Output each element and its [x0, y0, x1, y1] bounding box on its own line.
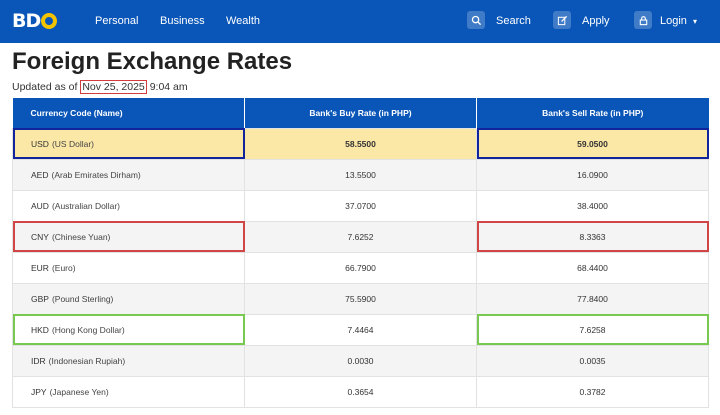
table-row: EUR (Euro) 66.7900 68.4400: [12, 251, 709, 284]
currency-name: (Chinese Yuan): [51, 231, 111, 242]
currency-code: JPY: [31, 386, 47, 397]
buy-rate-cell: 13.5500: [244, 158, 477, 191]
buy-rate-cell: 37.0700: [244, 189, 477, 222]
edit-icon[interactable]: [553, 11, 571, 29]
sell-rate-cell: 0.0035: [476, 344, 709, 377]
table-header-row: Currency Code (Name) Bank's Buy Rate (in…: [12, 98, 709, 128]
currency-cell: AED (Arab Emirates Dirham): [12, 158, 245, 191]
nav-link-business[interactable]: Business: [160, 15, 205, 27]
currency-name: (Japanese Yen): [49, 386, 109, 397]
currency-cell: HKD (Hong Kong Dollar): [12, 313, 245, 346]
buy-rate-cell: 7.4464: [244, 313, 477, 346]
currency-cell: JPY (Japanese Yen): [12, 375, 245, 408]
sell-rate-cell: 16.0900: [476, 158, 709, 191]
currency-cell: AUD (Australian Dollar): [12, 189, 245, 222]
currency-name: (Euro): [51, 262, 76, 273]
updated-prefix: Updated as of: [12, 81, 78, 93]
header-sell-rate: Bank's Sell Rate (in PHP): [476, 98, 709, 128]
currency-cell: GBP (Pound Sterling): [12, 282, 245, 315]
buy-rate-cell: 0.0030: [244, 344, 477, 377]
sell-rate-cell: 0.3782: [476, 375, 709, 408]
currency-name: (Hong Kong Dollar): [51, 324, 125, 335]
sell-rate-cell: 38.4000: [476, 189, 709, 222]
table-row: IDR (Indonesian Rupiah) 0.0030 0.0035: [12, 344, 709, 377]
top-navigation-bar: BD Personal Business Wealth Search Apply…: [0, 0, 720, 43]
sell-rate-cell: 8.3363: [476, 220, 709, 253]
currency-code: USD: [31, 138, 49, 149]
login-link[interactable]: Login ▾: [660, 14, 697, 29]
chevron-down-icon: ▾: [692, 17, 697, 26]
currency-name: (Indonesian Rupiah): [48, 355, 126, 366]
table-row: AED (Arab Emirates Dirham) 13.5500 16.090…: [12, 158, 709, 191]
apply-link[interactable]: Apply: [582, 15, 610, 27]
currency-cell: CNY (Chinese Yuan): [12, 220, 245, 253]
sell-rate-cell: 68.4400: [476, 251, 709, 284]
currency-code: CNY: [31, 231, 49, 242]
nav-link-wealth[interactable]: Wealth: [226, 15, 261, 27]
login-label: Login: [660, 15, 687, 27]
currency-code: IDR: [31, 355, 46, 366]
sell-rate-cell: 59.0500: [476, 127, 709, 160]
header-currency-code: Currency Code (Name): [12, 98, 245, 128]
currency-cell: IDR (Indonesian Rupiah): [12, 344, 245, 377]
currency-code: EUR: [31, 262, 49, 273]
lock-icon[interactable]: [634, 11, 652, 29]
logo-ring-icon: [41, 13, 58, 29]
table-row: CNY (Chinese Yuan) 7.6252 8.3363: [12, 220, 709, 253]
search-link[interactable]: Search: [496, 15, 531, 27]
currency-code: AUD: [31, 200, 49, 211]
currency-cell: USD (US Dollar): [12, 127, 245, 160]
currency-name: (Arab Emirates Dirham): [51, 169, 141, 180]
page-title: Foreign Exchange Rates: [12, 48, 293, 75]
currency-name: (US Dollar): [51, 138, 94, 149]
table-row: JPY (Japanese Yen) 0.3654 0.3782: [12, 375, 709, 408]
sell-rate-cell: 7.6258: [476, 313, 709, 346]
updated-time: 9:04 am: [149, 81, 188, 93]
nav-link-personal[interactable]: Personal: [95, 15, 139, 27]
header-buy-rate: Bank's Buy Rate (in PHP): [244, 98, 477, 128]
buy-rate-cell: 58.5500: [244, 127, 477, 160]
currency-cell: EUR (Euro): [12, 251, 245, 284]
search-icon[interactable]: [467, 11, 485, 29]
currency-code: GBP: [31, 293, 49, 304]
currency-name: (Australian Dollar): [51, 200, 120, 211]
table-row: HKD (Hong Kong Dollar) 7.4464 7.6258: [12, 313, 709, 346]
table-row: USD (US Dollar) 58.5500 59.0500: [12, 127, 709, 160]
updated-date: Nov 25, 2025: [80, 80, 147, 94]
buy-rate-cell: 75.5900: [244, 282, 477, 315]
last-updated: Updated as of Nov 25, 2025 9:04 am: [12, 80, 188, 94]
table-row: GBP (Pound Sterling) 75.5900 77.8400: [12, 282, 709, 315]
currency-name: (Pound Sterling): [51, 293, 114, 304]
logo-text: BD: [12, 10, 41, 32]
table-row: AUD (Australian Dollar) 37.0700 38.4000: [12, 189, 709, 222]
buy-rate-cell: 0.3654: [244, 375, 477, 408]
buy-rate-cell: 66.7900: [244, 251, 477, 284]
sell-rate-cell: 77.8400: [476, 282, 709, 315]
buy-rate-cell: 7.6252: [244, 220, 477, 253]
currency-code: HKD: [31, 324, 49, 335]
currency-code: AED: [31, 169, 49, 180]
exchange-rates-table: Currency Code (Name) Bank's Buy Rate (in…: [12, 98, 709, 408]
bdo-logo[interactable]: BD: [12, 10, 58, 32]
